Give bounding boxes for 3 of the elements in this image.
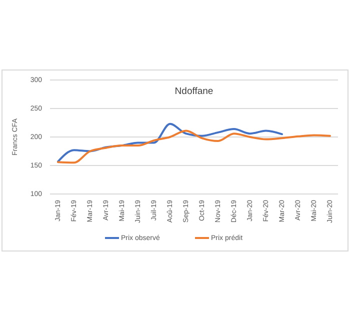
text: Ndoffane: [174, 86, 214, 97]
line-series: [57, 122, 283, 163]
line-series: [57, 130, 331, 164]
